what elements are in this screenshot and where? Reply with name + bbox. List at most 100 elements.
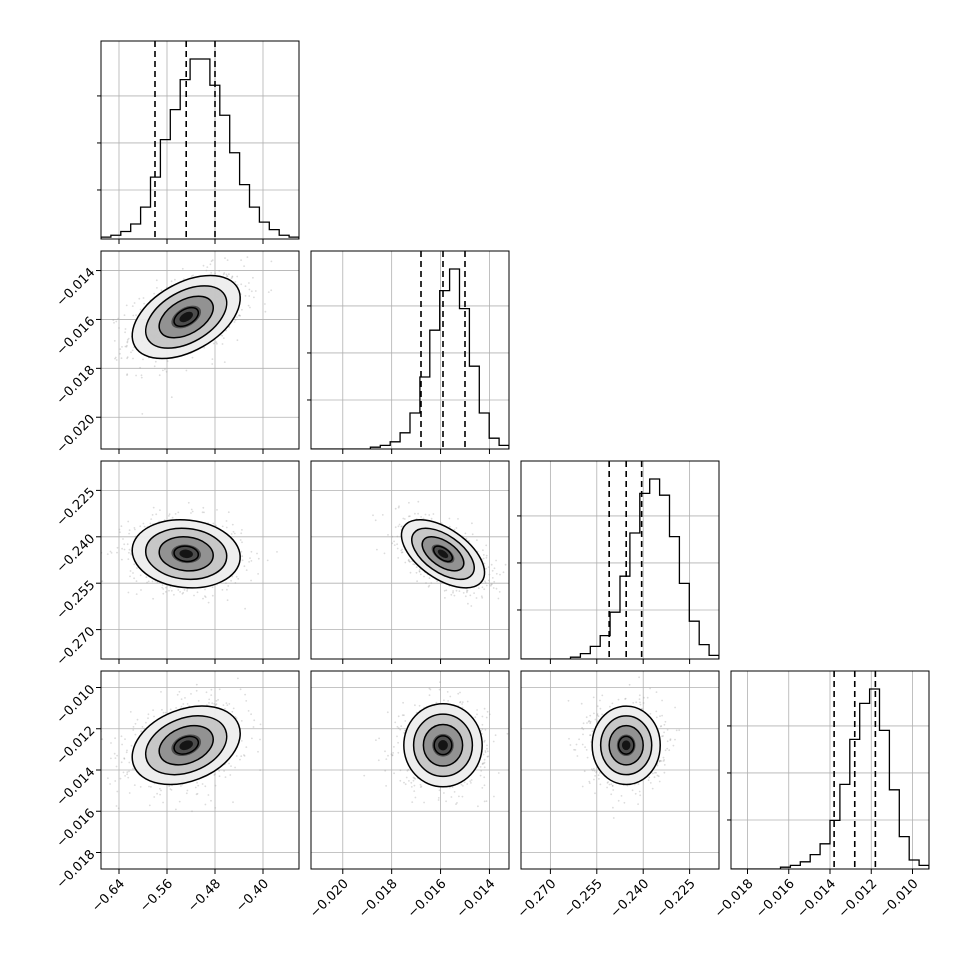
sample-point (215, 341, 218, 344)
sample-point (438, 688, 441, 691)
sample-point (578, 738, 580, 741)
sample-point (139, 525, 142, 528)
sample-point (122, 538, 124, 540)
scatter-panel-3-0: −0.018−0.016−0.014−0.012−0.010−0.64 −0.56… (54, 670, 300, 915)
sample-point (170, 589, 173, 592)
sample-point (394, 526, 397, 529)
sample-point (101, 580, 104, 583)
sample-point (393, 540, 395, 543)
sample-point (466, 590, 468, 592)
sample-point (139, 786, 142, 788)
sample-point (218, 688, 221, 691)
sample-point (234, 280, 237, 283)
sample-point (186, 789, 189, 792)
sample-point (486, 750, 489, 753)
sample-point (196, 792, 199, 795)
sample-point (393, 746, 395, 748)
sample-point (147, 580, 150, 583)
sample-point (448, 786, 451, 789)
sample-point (205, 269, 208, 272)
sample-point (222, 273, 225, 276)
histogram-panel-0 (97, 40, 300, 244)
sample-point (158, 374, 161, 377)
sample-point (130, 744, 133, 747)
sample-point (462, 592, 465, 594)
sample-point (207, 794, 210, 796)
sample-point (256, 552, 258, 555)
sample-point (403, 781, 405, 784)
sample-point (152, 506, 155, 509)
sample-point (476, 713, 478, 716)
sample-point (479, 774, 482, 777)
sample-point (471, 522, 473, 525)
sample-point (461, 701, 464, 703)
sample-point (180, 785, 182, 787)
sample-point (663, 759, 665, 761)
sample-point (190, 693, 192, 695)
sample-point (458, 795, 460, 798)
sample-point (481, 762, 484, 765)
sample-point (484, 581, 487, 584)
sample-point (404, 720, 407, 722)
scatter-panel-2-0: −0.270−0.255−0.240−0.225 (54, 460, 300, 669)
sample-point (247, 710, 250, 712)
sample-point (109, 783, 111, 785)
sample-point (121, 547, 123, 550)
sample-point (147, 717, 149, 720)
sample-point (127, 337, 130, 340)
sample-point (115, 805, 118, 807)
sample-point (139, 308, 142, 311)
sample-point (409, 571, 412, 574)
density-contour (432, 545, 454, 563)
density-contour (173, 545, 200, 563)
sample-point (487, 579, 490, 582)
sample-point (230, 765, 232, 767)
sample-point (408, 560, 411, 563)
scatter-panel-2-1 (310, 460, 510, 664)
sample-point (588, 782, 591, 784)
sample-point (139, 574, 142, 577)
sample-point (439, 681, 441, 683)
sample-point (486, 747, 488, 750)
panel-frame (100, 460, 300, 660)
sample-point (483, 758, 486, 761)
sample-point (473, 592, 475, 594)
sample-point (666, 747, 669, 750)
density-contour (131, 705, 241, 786)
sample-point (463, 781, 466, 784)
sample-point (204, 588, 206, 591)
sample-point (226, 275, 228, 278)
sample-point (612, 789, 615, 791)
sample-point (397, 727, 400, 729)
sample-point (146, 581, 149, 584)
sample-point (481, 715, 484, 718)
sample-point (106, 553, 109, 555)
sample-point (125, 304, 128, 307)
sample-point (416, 580, 418, 583)
sample-point (183, 589, 186, 591)
sample-point (491, 583, 493, 586)
sample-point (405, 776, 408, 779)
sample-point (177, 589, 180, 591)
sample-point (134, 528, 136, 531)
density-contour (400, 519, 486, 589)
sample-point (180, 698, 183, 701)
sample-point (428, 687, 431, 690)
x-tick-label: −0.56 (137, 876, 176, 915)
sample-point (107, 777, 109, 780)
sample-point (483, 800, 486, 803)
sample-point (171, 516, 174, 519)
sample-point (459, 701, 462, 703)
sample-point (128, 529, 131, 532)
sample-point (132, 572, 134, 574)
sample-point (140, 376, 143, 379)
sample-point (374, 519, 377, 522)
sample-point (224, 707, 226, 710)
sample-point (160, 691, 162, 693)
sample-point (118, 528, 121, 531)
sample-point (591, 769, 594, 772)
sample-point (202, 264, 205, 267)
sample-point (209, 263, 212, 266)
sample-point (658, 780, 661, 783)
sample-point (466, 783, 469, 785)
